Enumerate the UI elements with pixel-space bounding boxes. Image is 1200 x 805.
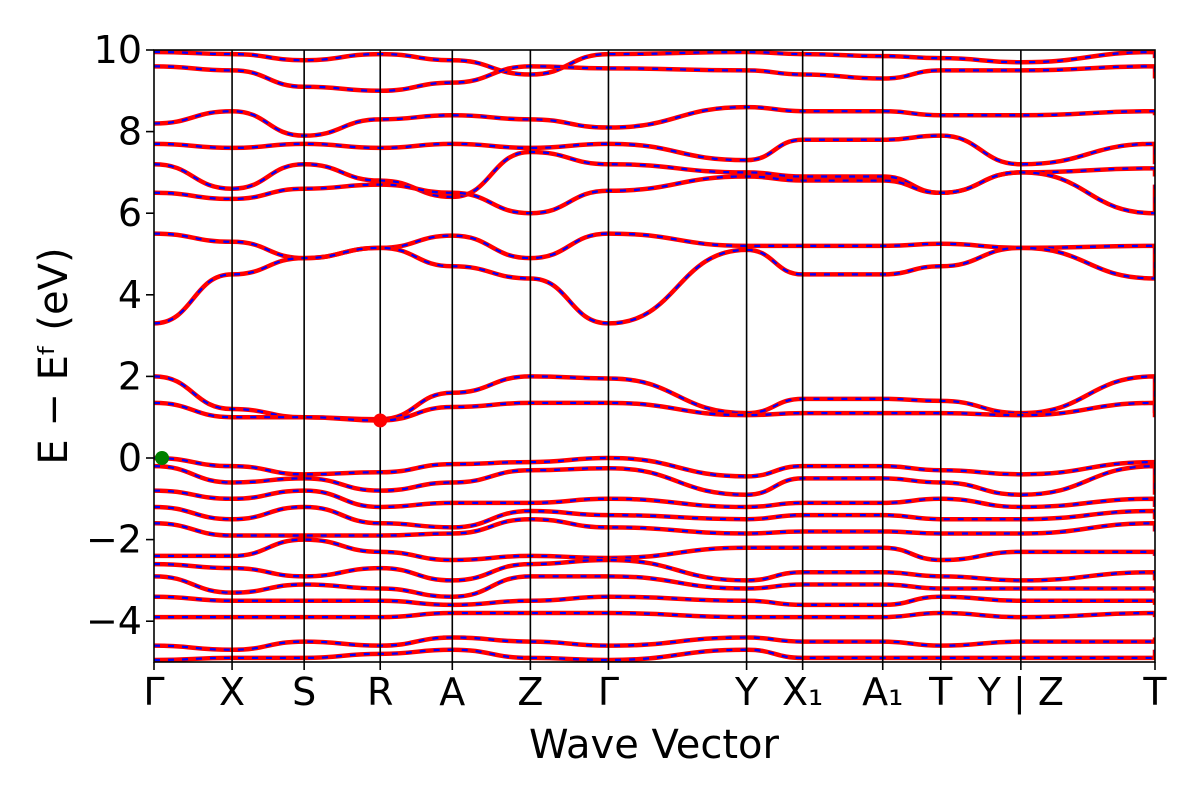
y-tick-label: 0 xyxy=(118,436,142,480)
band-line-overlay xyxy=(154,246,1155,325)
y-tick-label: 10 xyxy=(94,28,142,72)
x-tick-label: X₁ xyxy=(782,670,823,714)
x-tick-label: X xyxy=(219,670,245,714)
band-line-overlay xyxy=(154,558,1155,582)
x-tick-label: Γ xyxy=(143,670,164,714)
band-line-overlay xyxy=(154,65,1155,92)
x-tick-label: T xyxy=(1142,670,1167,714)
x-tick-label: Z xyxy=(517,670,543,714)
x-tick-label: S xyxy=(292,670,316,714)
extrema-markers xyxy=(155,413,388,465)
y-tick-label: −2 xyxy=(86,518,142,562)
y-tick-label: 2 xyxy=(118,354,142,398)
y-tick-label: 6 xyxy=(118,191,142,235)
x-tick-label: R xyxy=(367,670,393,714)
plot-frame xyxy=(153,49,1156,663)
x-axis-ticks: Γ X S R A Z Γ Y X₁ A₁ T Y | Z T xyxy=(143,662,1167,715)
x-tick-label: Y xyxy=(734,670,759,714)
x-axis-label: Wave Vector xyxy=(529,722,780,768)
y-axis-label: E − Eᶠ (eV) xyxy=(31,247,77,464)
x-tick-label: T xyxy=(928,670,953,714)
x-tick-label: A xyxy=(439,670,465,714)
band-line xyxy=(154,635,1155,653)
band-line-overlay xyxy=(154,595,1155,606)
band-line-overlay xyxy=(154,575,1155,598)
y-tick-label: −4 xyxy=(86,599,142,643)
k-point-lines xyxy=(231,50,1022,662)
vbm-marker xyxy=(155,451,170,465)
y-tick-label: 8 xyxy=(118,110,142,154)
x-tick-label: A₁ xyxy=(862,670,903,714)
band-line-overlay xyxy=(154,489,1155,509)
x-tick-label: Y | Z xyxy=(977,670,1064,715)
band-line xyxy=(154,104,1155,138)
band-line-overlay xyxy=(154,538,1155,562)
plot-background xyxy=(154,50,1155,662)
y-axis-ticks: 10 8 6 4 2 0 −2 −4 xyxy=(86,28,154,643)
y-tick-label: 4 xyxy=(118,273,142,317)
cbm-marker xyxy=(373,413,388,428)
x-tick-label: Γ xyxy=(598,670,619,714)
band-line-overlay xyxy=(154,505,1155,529)
